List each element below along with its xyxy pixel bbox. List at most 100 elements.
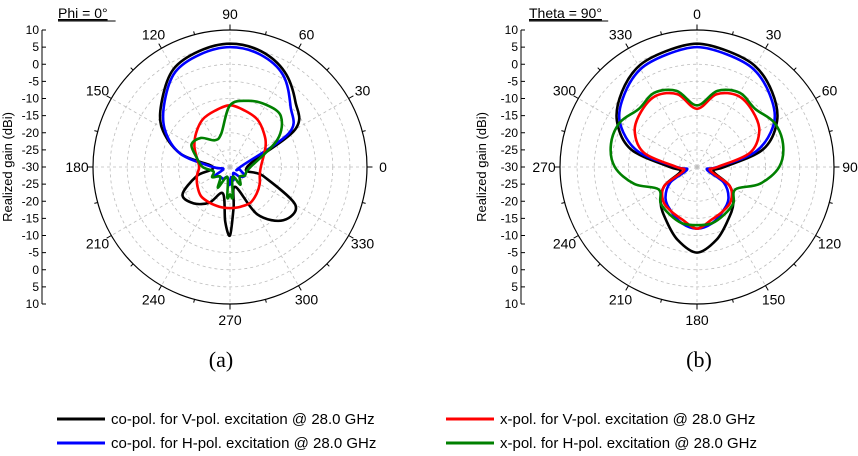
radial-tick-label: -15 (501, 211, 519, 225)
angle-tick-mark (158, 285, 162, 291)
legend-label: x-pol. for H-pol. excitation @ 28.0 GHz (500, 435, 757, 452)
angle-label: 0 (693, 6, 701, 22)
angle-label: 210 (86, 236, 110, 252)
radial-axis-label: Realized gain (dBi) (0, 112, 15, 222)
radial-tick-label: 0 (511, 57, 518, 71)
angle-tick-mark (829, 201, 833, 204)
radial-tick-label: -20 (22, 126, 40, 140)
series-line (609, 88, 785, 227)
angle-label: 180 (685, 312, 709, 328)
angle-label: 30 (355, 83, 371, 99)
angle-tick-mark (158, 43, 162, 49)
angle-label: 30 (766, 27, 782, 43)
angle-tick-mark (829, 130, 833, 133)
angle-tick-mark (348, 95, 354, 99)
polar-chart-theta-90: 0 30 60 90 120 150 180 210 240 270 300 330 10 10 5 5 0 0 -… (474, 5, 858, 372)
angle-tick-mark (94, 201, 98, 204)
radial-tick-label: -5 (507, 246, 518, 260)
angle-label: 60 (299, 27, 315, 43)
angle-tick-mark (625, 285, 629, 291)
radial-tick-label: 0 (511, 263, 518, 277)
angle-tick-mark (815, 95, 821, 99)
angle-tick-mark (765, 285, 769, 291)
angle-tick-mark (793, 67, 797, 71)
polar-chart-phi-0: 0 30 60 90 120 150 180 210 240 270 300 330 10 10 5 5 0 0 -… (0, 5, 387, 372)
angle-tick-mark (130, 67, 134, 71)
grid-ring (662, 132, 732, 202)
radial-tick-label: -10 (22, 229, 40, 243)
radial-tick-label: -5 (28, 74, 39, 88)
radial-tick-label: 5 (32, 40, 39, 54)
angle-tick-mark (326, 263, 330, 267)
angle-label: 330 (609, 27, 633, 43)
angle-tick-mark (193, 31, 196, 35)
grid-spoke (578, 98, 698, 168)
angle-label: 60 (822, 83, 838, 99)
radial-tick-label: 10 (505, 23, 519, 37)
radial-tick-label: -20 (501, 126, 519, 140)
angle-label: 270 (532, 159, 556, 175)
angle-tick-mark (348, 235, 354, 239)
panel-label: (a) (209, 347, 233, 372)
radial-axis-label: Realized gain (dBi) (474, 112, 489, 222)
radial-tick-label: 5 (511, 40, 518, 54)
chart-title: Phi = 0° (58, 5, 108, 21)
grid-spoke (229, 166, 349, 236)
angle-tick-mark (597, 263, 601, 267)
radial-tick-label: -15 (22, 109, 40, 123)
angle-tick-mark (362, 130, 366, 133)
angle-tick-mark (298, 285, 302, 291)
angle-label: 270 (218, 312, 242, 328)
grid-spoke (111, 98, 231, 168)
series-line (615, 42, 779, 254)
series-line (633, 91, 761, 230)
radial-tick-label: -30 (22, 160, 40, 174)
legend: co-pol. for V-pol. excitation @ 28.0 GHz… (57, 411, 757, 452)
grid-spoke (111, 166, 231, 236)
radial-tick-label: -20 (501, 194, 519, 208)
angle-tick-mark (362, 201, 366, 204)
angle-tick-mark (264, 31, 267, 35)
panel-label: (b) (686, 347, 712, 372)
angle-label: 120 (818, 236, 842, 252)
angle-tick-mark (326, 67, 330, 71)
angle-tick-mark (130, 263, 134, 267)
angle-label: 300 (295, 292, 319, 308)
angle-tick-mark (94, 130, 98, 133)
angle-tick-mark (731, 31, 734, 35)
legend-label: co-pol. for H-pol. excitation @ 28.0 GHz (111, 435, 376, 452)
legend-label: co-pol. for V-pol. excitation @ 28.0 GHz (111, 411, 375, 428)
angle-tick-mark (298, 43, 302, 49)
grid-spoke (229, 48, 299, 168)
angle-tick-mark (106, 95, 112, 99)
chart-title: Theta = 90° (529, 5, 602, 21)
angle-tick-mark (660, 299, 663, 303)
series-line (190, 99, 284, 200)
radial-tick-label: -25 (501, 177, 519, 191)
angle-label: 90 (222, 6, 238, 22)
radial-tick-label: 0 (32, 57, 39, 71)
radial-tick-label: -10 (501, 229, 519, 243)
angle-tick-mark (597, 67, 601, 71)
grid-spoke (696, 166, 816, 236)
radial-tick-label: 10 (26, 23, 40, 37)
radial-tick-label: -20 (22, 194, 40, 208)
angle-tick-mark (193, 299, 196, 303)
radial-tick-label: -15 (501, 109, 519, 123)
angle-label: 210 (609, 292, 633, 308)
angle-label: 0 (379, 159, 387, 175)
radial-tick-label: -10 (501, 92, 519, 106)
angle-label: 330 (351, 236, 375, 252)
grid-ring (195, 132, 265, 202)
angle-tick-mark (625, 43, 629, 49)
radial-tick-label: -25 (22, 177, 40, 191)
series-line (161, 45, 295, 187)
angle-label: 90 (842, 159, 858, 175)
angle-label: 120 (142, 27, 166, 43)
radial-tick-label: -25 (501, 143, 519, 157)
angle-tick-mark (561, 130, 565, 133)
radial-tick-label: 10 (505, 297, 519, 311)
radial-tick-label: -5 (507, 74, 518, 88)
radial-tick-label: 10 (26, 297, 40, 311)
angle-tick-mark (573, 235, 579, 239)
